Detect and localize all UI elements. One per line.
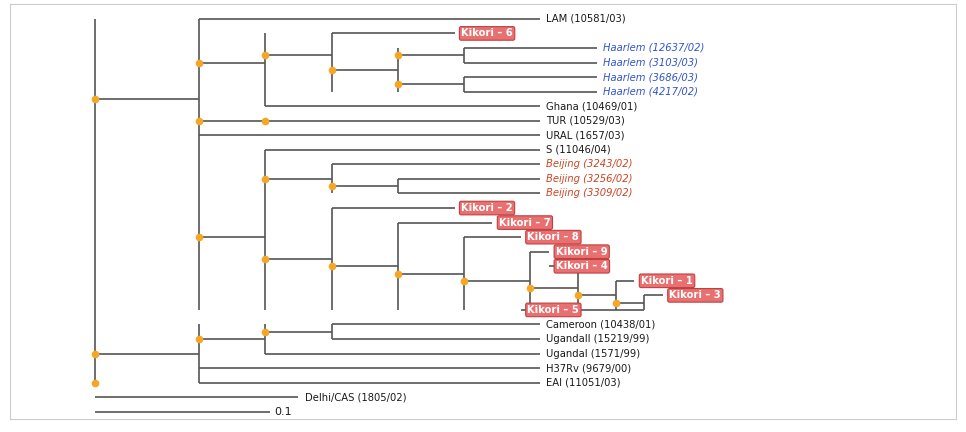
Text: Kikori – 6: Kikori – 6 bbox=[461, 29, 513, 38]
Text: S (11046/04): S (11046/04) bbox=[547, 145, 611, 155]
Text: LAM (10581/03): LAM (10581/03) bbox=[547, 14, 626, 24]
Text: TUR (10529/03): TUR (10529/03) bbox=[547, 116, 625, 126]
Text: Haarlem (3686/03): Haarlem (3686/03) bbox=[603, 72, 698, 82]
Text: Delhi/CAS (1805/02): Delhi/CAS (1805/02) bbox=[305, 392, 407, 402]
Text: Kikori – 3: Kikori – 3 bbox=[669, 290, 722, 300]
Text: Ghana (10469/01): Ghana (10469/01) bbox=[547, 101, 638, 111]
Text: EAI (11051/03): EAI (11051/03) bbox=[547, 378, 621, 388]
Text: 0.1: 0.1 bbox=[274, 407, 293, 417]
Text: Kikori – 8: Kikori – 8 bbox=[527, 232, 580, 242]
Text: H37Rv (9679/00): H37Rv (9679/00) bbox=[547, 363, 632, 373]
Text: Beijing (3309/02): Beijing (3309/02) bbox=[547, 188, 633, 198]
Text: Cameroon (10438/01): Cameroon (10438/01) bbox=[547, 319, 656, 330]
Text: Kikori – 1: Kikori – 1 bbox=[641, 276, 693, 286]
Text: Kikori – 2: Kikori – 2 bbox=[461, 203, 513, 213]
Text: Beijing (3243/02): Beijing (3243/02) bbox=[547, 159, 633, 169]
Text: Haarlem (12637/02): Haarlem (12637/02) bbox=[603, 43, 704, 53]
Text: Kikori – 5: Kikori – 5 bbox=[527, 305, 580, 315]
Text: Haarlem (3103/03): Haarlem (3103/03) bbox=[603, 57, 698, 67]
Text: Kikori – 9: Kikori – 9 bbox=[555, 247, 608, 257]
Text: Beijing (3256/02): Beijing (3256/02) bbox=[547, 174, 633, 184]
Text: Haarlem (4217/02): Haarlem (4217/02) bbox=[603, 87, 698, 97]
Text: UgandaII (15219/99): UgandaII (15219/99) bbox=[547, 334, 650, 344]
Text: Kikori – 7: Kikori – 7 bbox=[499, 218, 551, 228]
Text: Kikori – 4: Kikori – 4 bbox=[555, 261, 608, 271]
Text: URAL (1657/03): URAL (1657/03) bbox=[547, 130, 625, 140]
Text: UgandaI (1571/99): UgandaI (1571/99) bbox=[547, 349, 640, 359]
